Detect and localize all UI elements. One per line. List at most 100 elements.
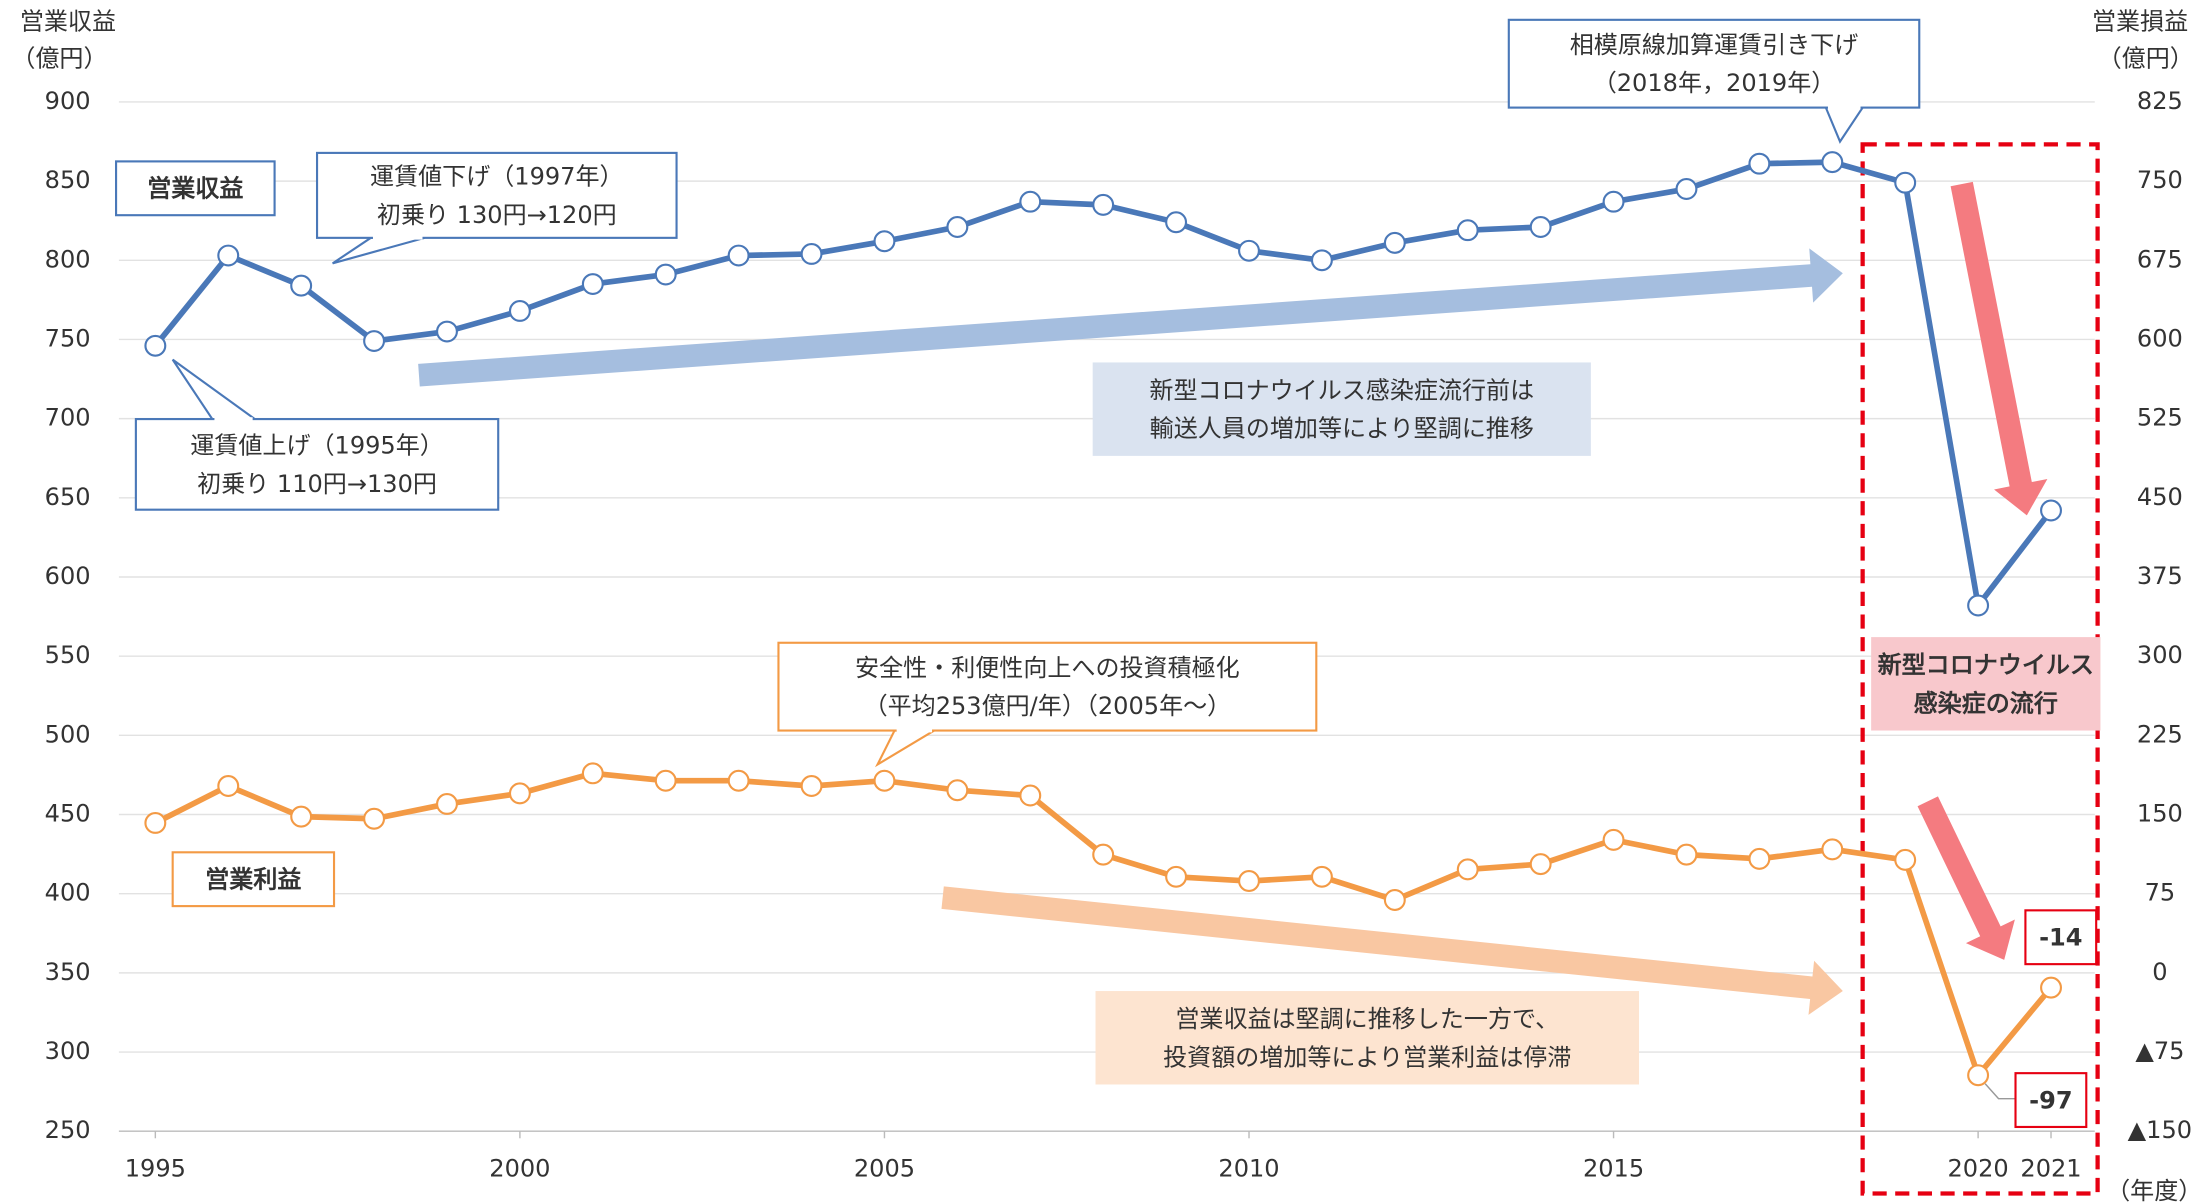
callout-pointer — [1824, 106, 1865, 144]
data-point — [2040, 976, 2062, 999]
series-label: 営業収益 — [147, 175, 243, 203]
y-tick-label: 350 — [45, 958, 91, 986]
data-point — [1602, 190, 1625, 213]
y2-tick-label: 675 — [2137, 245, 2183, 273]
x-tick-label: 2005 — [854, 1154, 915, 1182]
y2-axis-title: （億円） — [2098, 44, 2194, 72]
annotation-text: 相模原線加算運賃引き下げ — [1570, 31, 1859, 59]
data-point — [1383, 889, 1406, 911]
data-point — [800, 242, 823, 265]
drop-arrow — [1950, 181, 2048, 516]
data-point — [1019, 190, 1042, 213]
y2-tick-label: 525 — [2137, 404, 2183, 432]
y-tick-label: 400 — [45, 879, 91, 907]
data-point — [1602, 828, 1625, 851]
annotation-text: 初乗り 130円→120円 — [377, 201, 617, 229]
y-tick-label: 300 — [45, 1037, 91, 1065]
annotation-text: 新型コロナウイルス — [1878, 651, 2094, 679]
data-point — [1967, 1064, 1990, 1087]
callout-pointer — [171, 358, 259, 421]
annotation-box — [1507, 18, 1921, 109]
data-point — [217, 775, 240, 797]
data-point — [1165, 865, 1188, 888]
annotation-text: 新型コロナウイルス感染症流行前は — [1149, 376, 1534, 404]
annotation-text: （2018年，2019年） — [1593, 69, 1836, 97]
y-tick-label: 900 — [45, 87, 91, 115]
data-label: -14 — [2039, 924, 2082, 952]
drop-arrow — [1917, 796, 2015, 960]
x-tick-label: 1995 — [125, 1154, 186, 1182]
data-point — [1310, 249, 1333, 272]
data-point — [144, 811, 167, 834]
data-point — [508, 782, 531, 805]
y2-tick-label: ▲75 — [2135, 1037, 2184, 1065]
data-point — [1675, 178, 1698, 201]
y2-tick-label: 375 — [2137, 562, 2183, 590]
data-point — [436, 320, 458, 343]
x-tick-label: 2000 — [489, 1154, 550, 1182]
annotation-box — [777, 641, 1318, 732]
data-point — [1675, 843, 1698, 866]
data-point — [1894, 171, 1917, 194]
data-point — [1019, 784, 1042, 807]
y2-tick-label: 225 — [2137, 720, 2183, 748]
data-point — [363, 807, 386, 830]
annotation-text: 運賃値下げ（1997年） — [370, 163, 624, 191]
x-tick-label: 2020 — [1948, 1154, 2009, 1182]
data-point — [727, 769, 750, 792]
y-tick-label: 650 — [45, 483, 91, 511]
annotation-text: 運賃値上げ（1995年） — [190, 432, 444, 460]
data-label-box — [2014, 1072, 2088, 1129]
annotation-box — [134, 418, 500, 511]
annotation-text: 投資額の増加等により営業利益は停滞 — [1163, 1043, 1571, 1071]
data-point — [1529, 853, 1552, 876]
trend-arrow — [941, 886, 1843, 1015]
data-point — [363, 330, 386, 353]
data-point — [727, 244, 750, 267]
data-point — [1238, 239, 1260, 262]
data-point — [290, 805, 313, 828]
data-point — [1310, 865, 1333, 888]
y2-tick-label: 600 — [2137, 324, 2183, 352]
data-point — [946, 216, 969, 239]
callout-pointer — [332, 236, 425, 265]
y-axis-title: 営業収益 — [20, 8, 116, 36]
trend-arrow — [418, 248, 1843, 387]
data-point — [946, 779, 969, 802]
data-point — [1456, 219, 1479, 242]
data-point — [1456, 858, 1479, 881]
data-point — [581, 762, 604, 785]
series-label-box — [115, 160, 276, 217]
y2-tick-label: 750 — [2137, 166, 2183, 194]
data-point — [1894, 848, 1917, 871]
data-point — [508, 299, 531, 322]
y2-tick-label: 150 — [2137, 800, 2183, 828]
y-tick-label: 700 — [45, 404, 91, 432]
y2-tick-label: 0 — [2152, 958, 2167, 986]
x-axis-title: （年度） — [2106, 1177, 2202, 1202]
data-point — [1821, 151, 1844, 174]
data-point — [2040, 499, 2062, 522]
data-point — [873, 230, 896, 253]
data-label-leader — [1984, 1083, 2016, 1100]
y2-tick-label: 300 — [2137, 641, 2183, 669]
data-point — [436, 792, 458, 815]
annotation-text: 営業収益は堅調に推移した一方で、 — [1175, 1005, 1559, 1033]
data-point — [800, 775, 823, 797]
x-tick-label: 2021 — [2020, 1154, 2081, 1182]
y-tick-label: 800 — [45, 245, 91, 273]
y-tick-label: 500 — [45, 720, 91, 748]
data-point — [1748, 152, 1771, 175]
data-label: -97 — [2029, 1086, 2072, 1114]
annotation-box — [1092, 362, 1591, 456]
x-tick-label: 2015 — [1583, 1154, 1644, 1182]
annotation-text: 安全性・利便性向上への投資積極化 — [855, 654, 1240, 682]
data-point — [290, 274, 313, 297]
y-axis-title: （億円） — [11, 44, 107, 72]
data-point — [1165, 211, 1188, 234]
data-point — [581, 273, 604, 296]
data-point — [873, 769, 896, 792]
y-tick-label: 450 — [45, 800, 91, 828]
y-tick-label: 550 — [45, 641, 91, 669]
